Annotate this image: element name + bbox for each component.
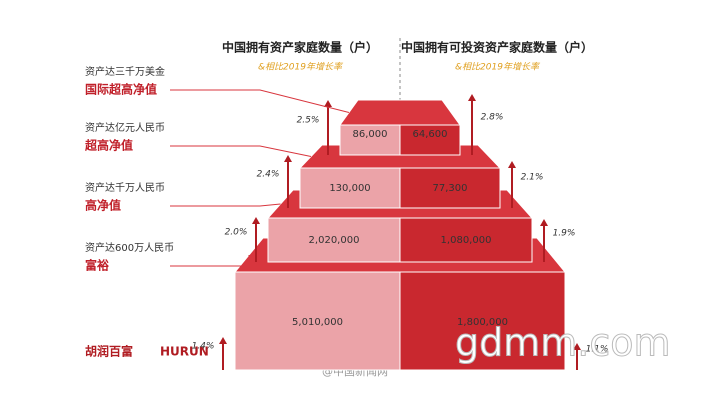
watermark: gdmm.com — [455, 321, 671, 365]
arrow-head — [219, 337, 227, 344]
growth-label: 2.8% — [481, 113, 504, 123]
value-label: 1,080,000 — [441, 235, 492, 246]
growth-label: 1.9% — [553, 229, 576, 239]
connector — [170, 145, 312, 157]
growth-label: 1.4% — [192, 342, 215, 352]
tier-level: 高净值 — [85, 198, 121, 213]
value-label: 130,000 — [329, 183, 370, 194]
arrow-head — [324, 100, 332, 107]
tier-level: 国际超高净值 — [85, 82, 157, 97]
left-title: 中国拥有资产家庭数量（户） — [222, 40, 378, 55]
tier-block — [399, 271, 566, 371]
value-label: 64,600 — [413, 129, 448, 140]
value-label: 2,020,000 — [309, 235, 360, 246]
tier-threshold: 资产达亿元人民币 — [85, 121, 165, 134]
arrow-head — [508, 161, 516, 168]
value-label: 1,800,000 — [457, 317, 508, 328]
tier-threshold: 资产达600万人民币 — [85, 241, 174, 254]
value-label: 5,010,000 — [292, 317, 343, 328]
tier-block — [234, 271, 401, 371]
tier-block — [399, 217, 533, 263]
arrow-head — [573, 343, 581, 350]
tier-block — [299, 167, 401, 209]
growth-label: 2.1% — [521, 173, 544, 183]
growth-label: 2.4% — [257, 170, 280, 180]
tier-block — [399, 167, 501, 209]
arrow-head — [284, 155, 292, 162]
growth-label: 1.1% — [586, 345, 609, 355]
arrow-head — [540, 219, 548, 226]
growth-label: 2.0% — [225, 228, 248, 238]
growth-label: 2.5% — [297, 116, 320, 126]
tier-top — [339, 99, 461, 126]
tier-threshold: 资产达三千万美金 — [85, 65, 165, 78]
tier-block — [339, 124, 401, 156]
logo: 胡润百富 — [85, 344, 133, 359]
value-label: 86,000 — [353, 129, 388, 140]
connector — [170, 89, 350, 113]
connector — [170, 203, 281, 207]
connector — [170, 255, 250, 267]
tier-level: 超高净值 — [84, 138, 133, 153]
tier-block — [399, 124, 461, 156]
tier-threshold: 资产达千万人民币 — [85, 181, 165, 194]
left-subtitle: &相比2019年增长率 — [258, 62, 344, 73]
arrow-head — [252, 217, 260, 224]
tier-block — [267, 217, 401, 263]
logo: HURUN — [160, 345, 209, 359]
right-subtitle: &相比2019年增长率 — [455, 62, 541, 73]
right-title: 中国拥有可投资资产家庭数量（户） — [401, 40, 593, 55]
value-label: 77,300 — [433, 183, 468, 194]
arrow-head — [468, 94, 476, 101]
tier-level: 富裕 — [85, 258, 109, 273]
